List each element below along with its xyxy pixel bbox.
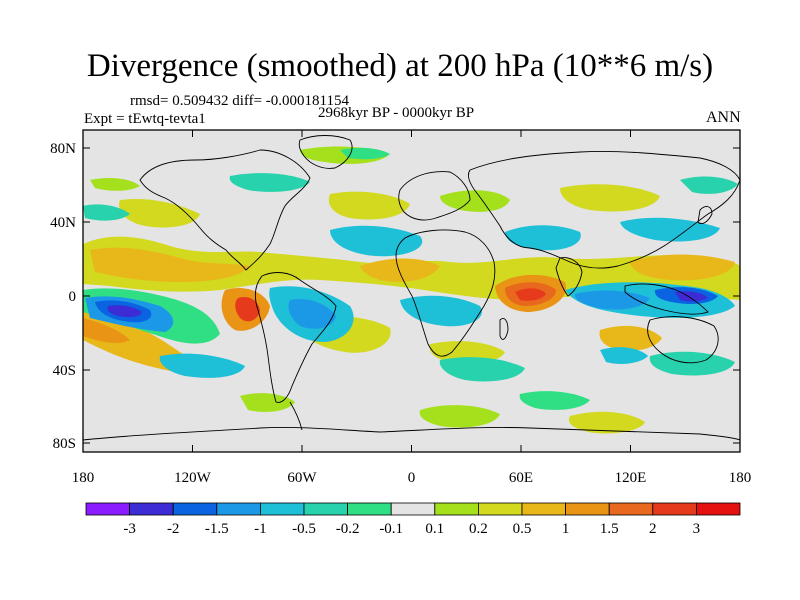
field-region (288, 298, 336, 329)
coastlines (83, 135, 740, 441)
colorbar-swatch (565, 502, 610, 516)
coastline-india (555, 257, 583, 297)
x-tick-label: 120E (615, 470, 647, 486)
colorbar-swatch (652, 502, 697, 516)
colorbar-swatch (477, 502, 523, 516)
field-region (680, 176, 738, 194)
colorbar-label: -1.5 (205, 521, 229, 537)
field-region (83, 318, 130, 343)
field-region (630, 254, 735, 281)
colorbar-swatch (259, 502, 305, 516)
field-region (235, 296, 260, 322)
field-region (419, 405, 500, 428)
field-region (229, 173, 310, 192)
x-tick-label: 120W (174, 470, 212, 486)
y-tick-labels: 80N 40N 0 40S 80S (50, 141, 76, 452)
experiment-label: Expt = tEwtq-tevta1 (84, 111, 206, 127)
colorbar-swatch (347, 502, 392, 516)
field-region (568, 411, 645, 434)
field-region (519, 391, 590, 410)
field-region (330, 225, 423, 257)
y-tick-label: 0 (69, 289, 77, 305)
y-tick-label: 80N (50, 141, 76, 157)
coastline-europe (398, 171, 471, 221)
field-region (439, 357, 525, 382)
season-label: ANN (706, 109, 741, 126)
x-tick-label: 60E (509, 470, 533, 486)
colorbar-swatch (390, 502, 436, 516)
x-axis-ticks (82, 130, 741, 452)
colorbar-label: -0.1 (379, 521, 403, 537)
coastline-antarctic-peninsula (289, 401, 303, 431)
coastline-maritime-continent (624, 283, 709, 315)
colorbar-label: 1.5 (600, 521, 619, 537)
coastline-madagascar (499, 318, 509, 340)
colorbar-label: 3 (693, 521, 701, 537)
field-region (560, 184, 660, 212)
colorbar-label: 0.2 (469, 521, 488, 537)
divergence-field (83, 146, 740, 434)
coastline-greenland (298, 135, 353, 169)
field-region (360, 258, 440, 282)
coastline-australia (647, 316, 719, 364)
field-region (440, 190, 510, 212)
y-tick-label: 40N (50, 215, 76, 231)
stats-line: rmsd= 0.509432 diff= -0.000181154 (130, 93, 349, 109)
coastline-south-america (254, 272, 337, 403)
colorbar-swatch (303, 502, 348, 516)
field-region (83, 204, 130, 221)
colorbar-label: 2 (649, 521, 657, 537)
colorbar-swatch (172, 502, 218, 516)
x-tick-label: 180 (72, 470, 95, 486)
map-title: Divergence (smoothed) at 200 hPa (10**6 … (86, 48, 714, 84)
colorbar-swatch (434, 502, 479, 516)
colorbar-swatch (608, 502, 654, 516)
field-region (159, 353, 245, 378)
colorbar-swatch (129, 502, 174, 516)
field-region (90, 247, 250, 282)
field-region (328, 191, 410, 220)
colorbar-label: 0.1 (425, 521, 444, 537)
colorbar-swatch (216, 502, 261, 516)
colorbar-swatch (85, 502, 130, 516)
colorbar-swatch (696, 502, 741, 516)
field-region (599, 325, 662, 351)
field-region (240, 393, 295, 412)
field-region (119, 198, 200, 228)
field-region (515, 288, 546, 301)
field-region (107, 305, 142, 318)
x-tick-labels: 180 120W 60W 0 60E 120E 180 (72, 470, 752, 486)
field-region (574, 290, 650, 310)
x-tick-label: 60W (287, 470, 317, 486)
colorbar-swatch (521, 502, 566, 516)
field-region (505, 225, 581, 251)
coastline-asia (467, 151, 740, 269)
colorbar-label: -0.2 (336, 521, 360, 537)
colorbar-label: -2 (167, 521, 180, 537)
field-region (649, 351, 735, 376)
colorbar-label: -3 (123, 521, 136, 537)
field-region (600, 347, 648, 364)
y-axis-ticks (83, 147, 740, 444)
x-tick-label: 0 (408, 470, 416, 486)
y-tick-label: 40S (53, 363, 76, 379)
coastline-antarctica (83, 427, 740, 441)
coastline-japan (697, 206, 713, 225)
colorbar-label: 1 (562, 521, 570, 537)
y-tick-label: 80S (53, 436, 76, 452)
field-region (90, 178, 140, 191)
colorbar-label: 0.5 (513, 521, 532, 537)
period-label: 2968kyr BP - 0000kyr BP (318, 105, 475, 121)
colorbar-label: -0.5 (292, 521, 316, 537)
colorbar-label: -1 (254, 521, 267, 537)
coastline-africa (395, 229, 496, 357)
x-tick-label: 180 (729, 470, 752, 486)
coastline-north-america (139, 149, 311, 271)
colorbar: -3 -2 -1.5 -1 -0.5 -0.2 -0.1 0.1 0.2 0.5 1 1.5 2 3 (85, 502, 741, 537)
field-region (340, 147, 390, 160)
